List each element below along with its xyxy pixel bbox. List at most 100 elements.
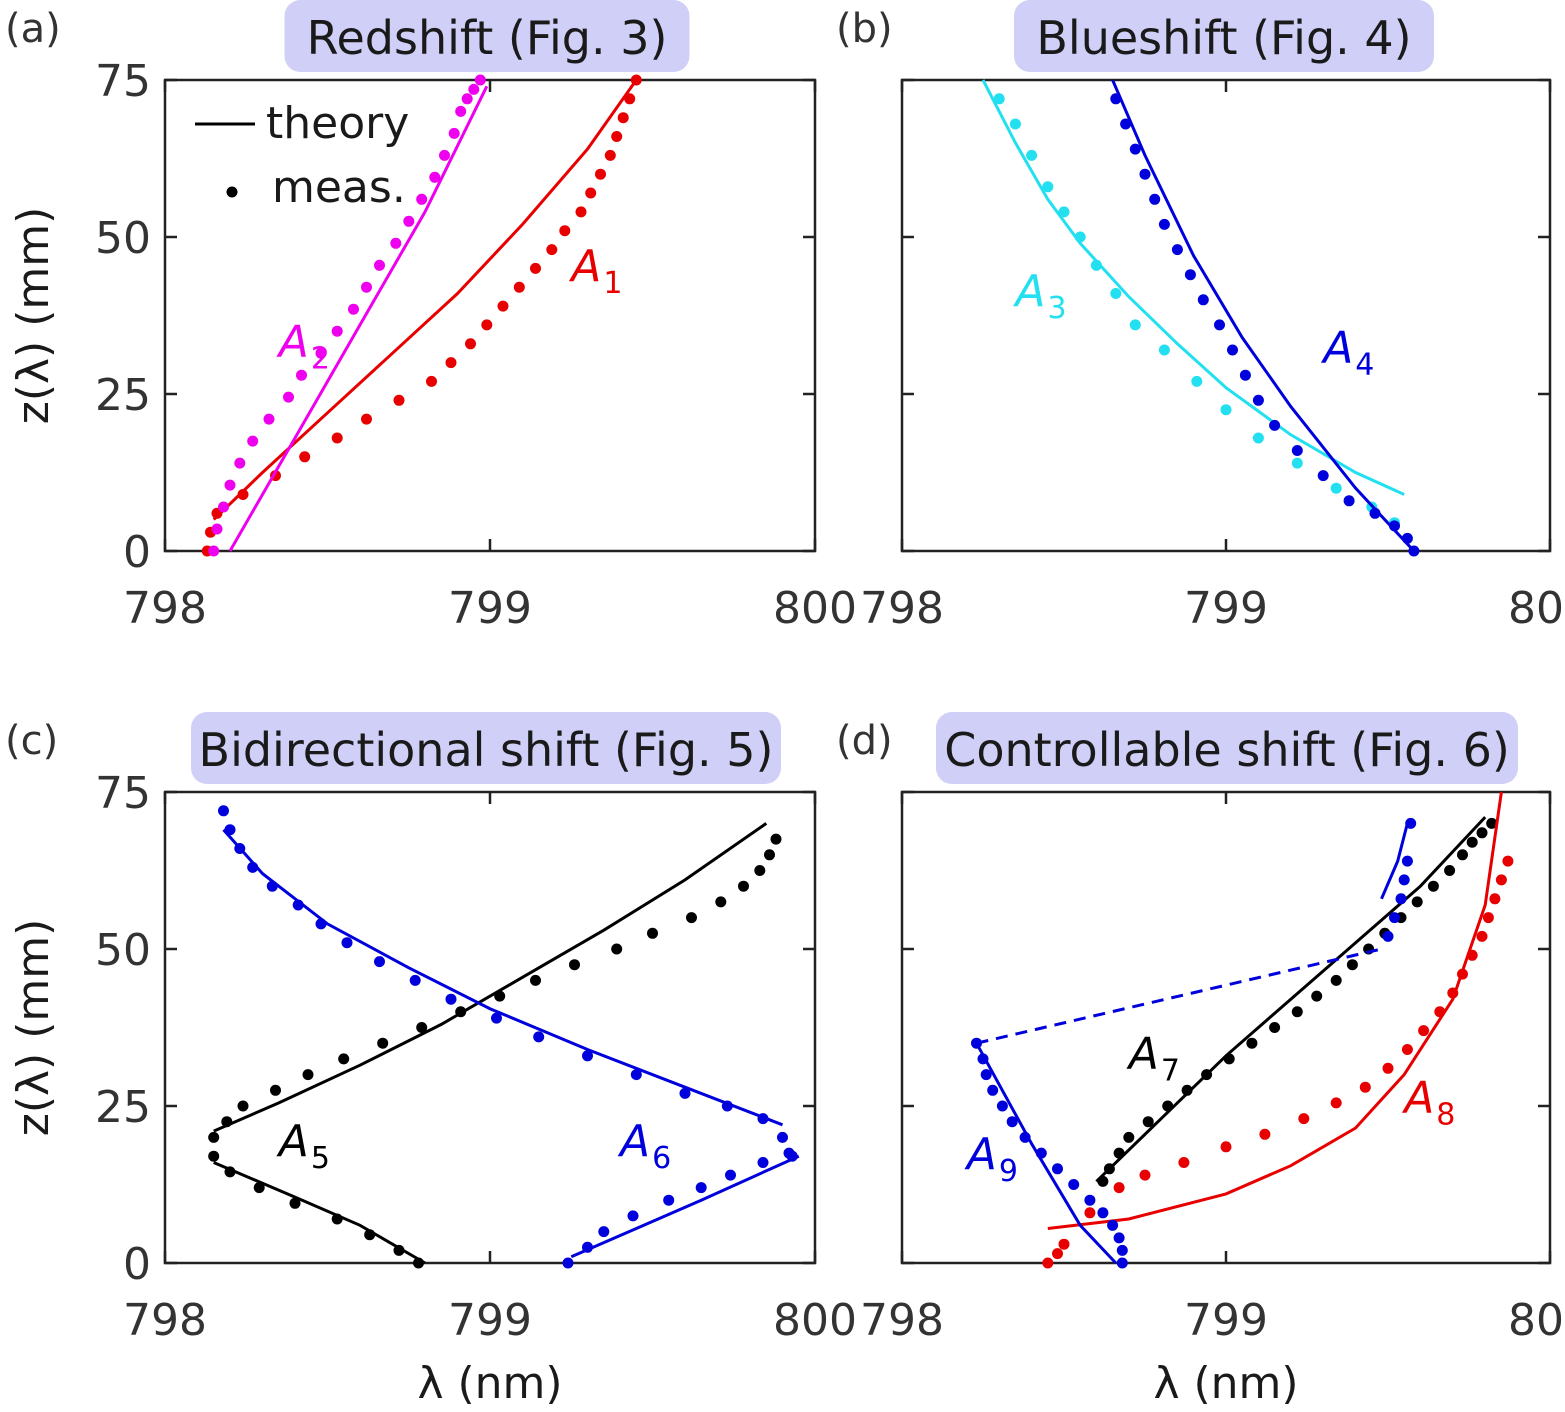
measured-point-a1 bbox=[585, 187, 597, 199]
curve-label-a2: A2 bbox=[276, 316, 330, 376]
measured-point-a3 bbox=[1291, 457, 1303, 469]
measured-point-a5-segment-2 bbox=[289, 1197, 301, 1209]
measured-point-a7 bbox=[1246, 1037, 1258, 1049]
measured-point-a9 bbox=[1084, 1194, 1096, 1206]
panel-label: (a) bbox=[5, 6, 61, 52]
measured-point-a8 bbox=[1457, 968, 1468, 980]
x-tick-label: 800 bbox=[773, 583, 857, 634]
measured-point-a7 bbox=[1311, 990, 1323, 1002]
measured-point-a6-segment-2 bbox=[627, 1210, 639, 1222]
measured-point-a1 bbox=[237, 489, 249, 500]
measured-point-a8 bbox=[1418, 1025, 1430, 1037]
measured-point-a7 bbox=[1142, 1116, 1154, 1128]
measured-point-a1 bbox=[595, 168, 606, 180]
measured-point-a4 bbox=[1369, 507, 1381, 519]
measured-point-a6-segment-2 bbox=[582, 1241, 593, 1253]
measured-point-a4 bbox=[1317, 470, 1329, 482]
measured-point-a9 bbox=[1019, 1131, 1031, 1143]
measured-point-a6 bbox=[679, 1087, 691, 1099]
measured-point-a1 bbox=[530, 262, 541, 274]
measured-point-a2 bbox=[448, 127, 460, 139]
measured-point-a5 bbox=[237, 1100, 249, 1112]
dashed-connector-a9 bbox=[976, 947, 1382, 1045]
measured-point-a6 bbox=[341, 937, 353, 949]
measured-point-a4 bbox=[1269, 419, 1281, 431]
measured-point-a7 bbox=[1291, 1006, 1303, 1018]
measured-point-a1 bbox=[513, 281, 525, 293]
curve-label-subscript: 8 bbox=[1436, 1097, 1455, 1132]
measured-point-a7 bbox=[1346, 959, 1358, 971]
measured-point-a8 bbox=[1259, 1128, 1271, 1140]
theory-line-a4 bbox=[1111, 79, 1415, 553]
measured-point-a5 bbox=[208, 1131, 220, 1143]
measured-point-a7 bbox=[1097, 1175, 1109, 1187]
panel-label: (c) bbox=[5, 718, 58, 764]
theory-line-a6 bbox=[222, 828, 784, 1127]
measured-point-a1 bbox=[465, 338, 476, 350]
measured-point-a7 bbox=[1427, 880, 1439, 892]
theory-line-a7 bbox=[1095, 816, 1487, 1183]
y-axis-title: z(λ) (mm) bbox=[8, 207, 59, 425]
measured-point-a7 bbox=[1113, 1147, 1125, 1159]
panel-label: (b) bbox=[836, 6, 893, 52]
measured-point-a2 bbox=[474, 74, 486, 86]
measured-point-a6-segment-2 bbox=[725, 1169, 736, 1181]
measured-point-a9-segment-2 bbox=[1395, 893, 1407, 905]
measured-point-a8 bbox=[1042, 1257, 1054, 1269]
measured-point-a5 bbox=[530, 974, 541, 986]
title-box bbox=[1014, 0, 1434, 72]
measured-point-a6 bbox=[445, 993, 457, 1005]
measured-point-a2 bbox=[296, 369, 307, 381]
measured-point-a4 bbox=[1197, 294, 1209, 306]
measured-point-a6 bbox=[374, 956, 385, 968]
measured-point-a8 bbox=[1466, 949, 1478, 961]
curve-label-main: A bbox=[568, 241, 601, 292]
measured-point-a8 bbox=[1434, 1006, 1446, 1018]
measured-point-a2 bbox=[403, 215, 415, 227]
x-tick-label: 800 bbox=[1508, 1295, 1565, 1346]
measured-point-a4 bbox=[1184, 269, 1196, 281]
curve-label-subscript: 5 bbox=[311, 1141, 330, 1176]
measured-point-a9 bbox=[1035, 1147, 1047, 1159]
measured-point-a5 bbox=[738, 880, 749, 892]
measured-point-a9-segment-2 bbox=[1398, 874, 1410, 886]
measured-point-a4 bbox=[1110, 93, 1122, 105]
measured-point-a9 bbox=[996, 1100, 1008, 1112]
x-axis-title: λ (nm) bbox=[1153, 1358, 1298, 1409]
theory-line-a8 bbox=[1047, 791, 1503, 1230]
measured-point-a3 bbox=[1158, 344, 1170, 356]
measured-point-a2 bbox=[468, 83, 480, 95]
measured-point-a4 bbox=[1120, 118, 1132, 130]
curve-label-main: A bbox=[1401, 1072, 1434, 1123]
x-axis-title: λ (nm) bbox=[417, 1358, 562, 1409]
measured-point-a8 bbox=[1084, 1207, 1096, 1219]
measured-point-a6 bbox=[409, 974, 421, 986]
measured-point-a4 bbox=[1252, 394, 1264, 406]
measured-point-a8 bbox=[1476, 930, 1488, 942]
measured-point-a9 bbox=[1107, 1219, 1119, 1231]
measured-point-a4 bbox=[1149, 193, 1161, 205]
y-tick-label: 25 bbox=[95, 1082, 151, 1133]
measured-point-a4 bbox=[1227, 344, 1238, 356]
measured-point-a2 bbox=[263, 413, 275, 425]
measured-point-a9 bbox=[1097, 1207, 1109, 1219]
x-tick-label: 799 bbox=[1184, 583, 1268, 634]
measured-point-a5 bbox=[302, 1069, 314, 1081]
measured-point-a4 bbox=[1389, 520, 1400, 532]
measured-point-a2 bbox=[348, 303, 359, 315]
measured-point-a6-segment-2 bbox=[598, 1226, 610, 1238]
measured-point-a4 bbox=[1291, 445, 1303, 456]
measured-point-a2 bbox=[331, 325, 343, 337]
theory-line-a5 bbox=[213, 822, 768, 1133]
x-tick-label: 798 bbox=[123, 583, 207, 634]
x-tick-label: 799 bbox=[1184, 1295, 1268, 1346]
plot-frame bbox=[163, 78, 817, 553]
y-tick-label: 75 bbox=[95, 768, 151, 819]
plot-frame bbox=[900, 78, 1552, 553]
measured-point-a5 bbox=[686, 912, 697, 924]
measured-point-a6 bbox=[266, 880, 278, 892]
measured-point-a5 bbox=[764, 849, 775, 861]
measured-point-a6-segment-2 bbox=[663, 1194, 675, 1206]
curve-label-subscript: 1 bbox=[603, 266, 622, 301]
